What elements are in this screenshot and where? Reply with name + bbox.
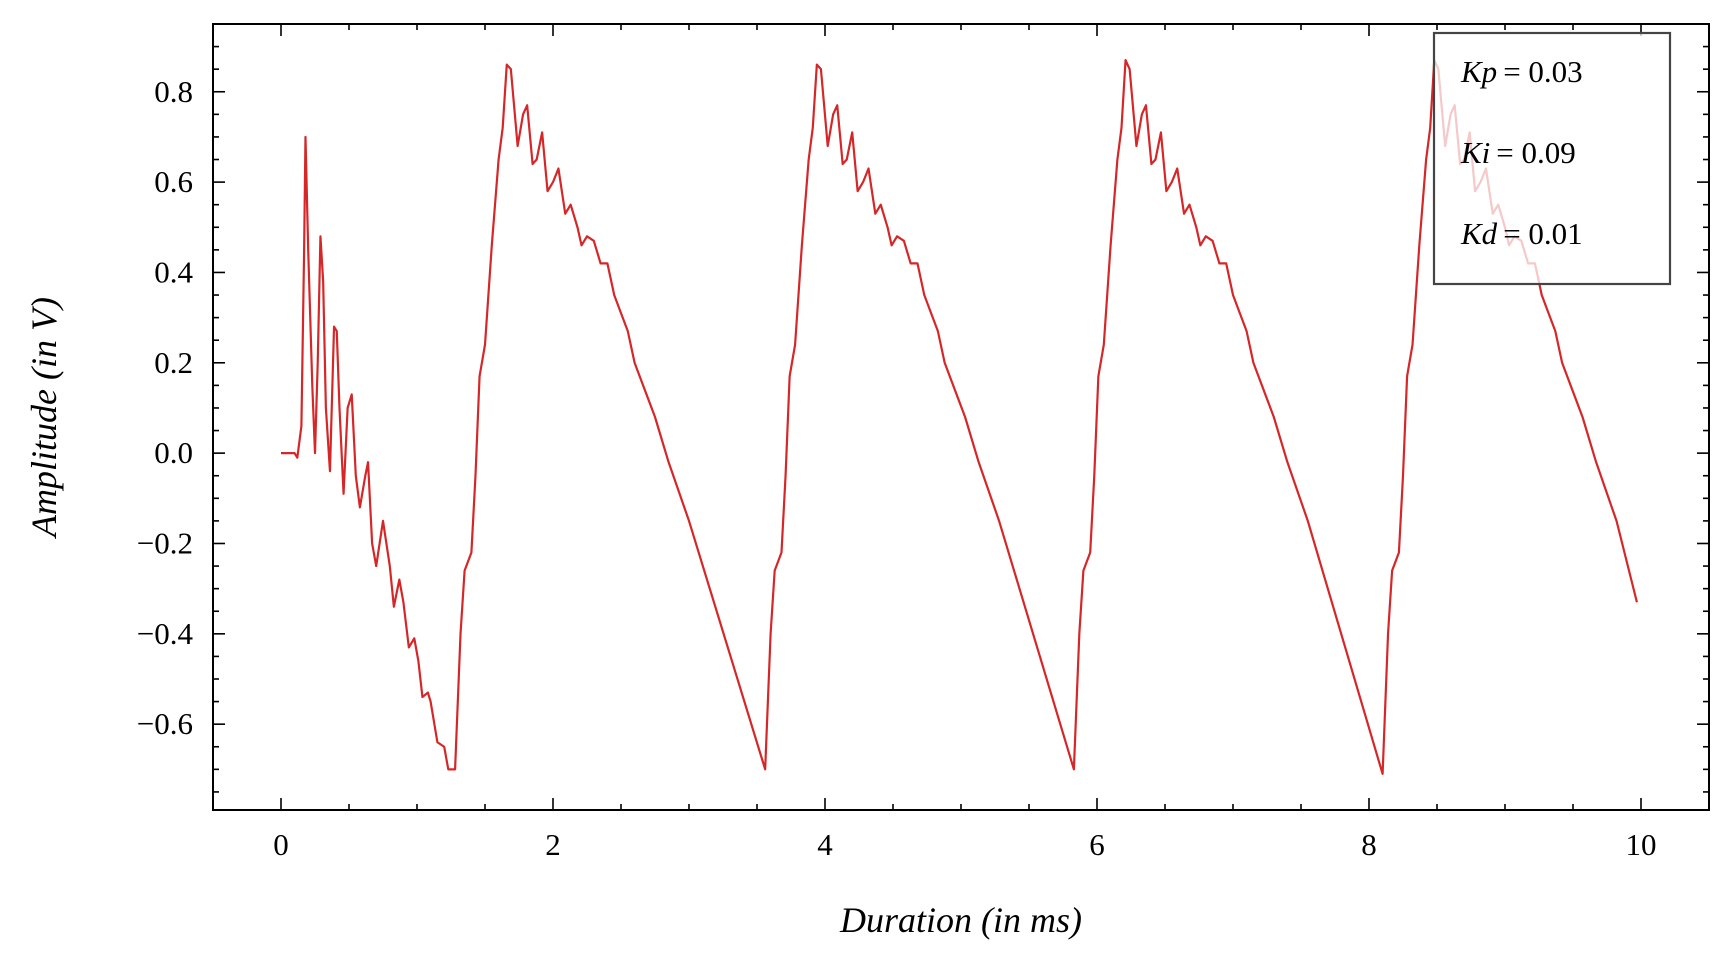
y-tick-label: 0.4 — [154, 254, 193, 289]
y-tick-label: 0.0 — [154, 435, 193, 470]
x-tick-label: 4 — [817, 827, 833, 862]
legend-box — [1432, 31, 1672, 286]
plot-frame — [212, 23, 1710, 811]
legend-value: = 0.09 — [1496, 135, 1575, 170]
x-axis-label: Duration (in ms) — [839, 900, 1082, 940]
legend-entry: Kp = 0.03 — [1460, 54, 1583, 89]
legend-symbol: Kp — [1460, 54, 1497, 89]
y-tick-label: −0.6 — [137, 706, 193, 741]
legend-entry: Ki = 0.09 — [1460, 135, 1576, 170]
legend-value: = 0.01 — [1503, 216, 1582, 251]
data-line — [281, 59, 1638, 775]
y-tick-label: −0.4 — [137, 616, 194, 651]
y-tick-label: 0.6 — [154, 164, 193, 199]
x-tick-label: 6 — [1089, 827, 1105, 862]
y-axis-label: Amplitude (in V) — [24, 297, 64, 539]
legend-symbol: Kd — [1460, 216, 1498, 251]
x-tick-label: 8 — [1361, 827, 1377, 862]
y-tick-label: −0.2 — [137, 525, 193, 560]
x-tick-label: 2 — [545, 827, 561, 862]
y-tick-label: 0.2 — [154, 345, 193, 380]
x-tick-label: 10 — [1626, 827, 1657, 862]
legend-symbol: Ki — [1460, 135, 1490, 170]
legend-value: = 0.03 — [1503, 54, 1582, 89]
x-tick-label: 0 — [273, 827, 289, 862]
legend-entry: Kd = 0.01 — [1460, 216, 1583, 251]
y-tick-label: 0.8 — [154, 74, 193, 109]
